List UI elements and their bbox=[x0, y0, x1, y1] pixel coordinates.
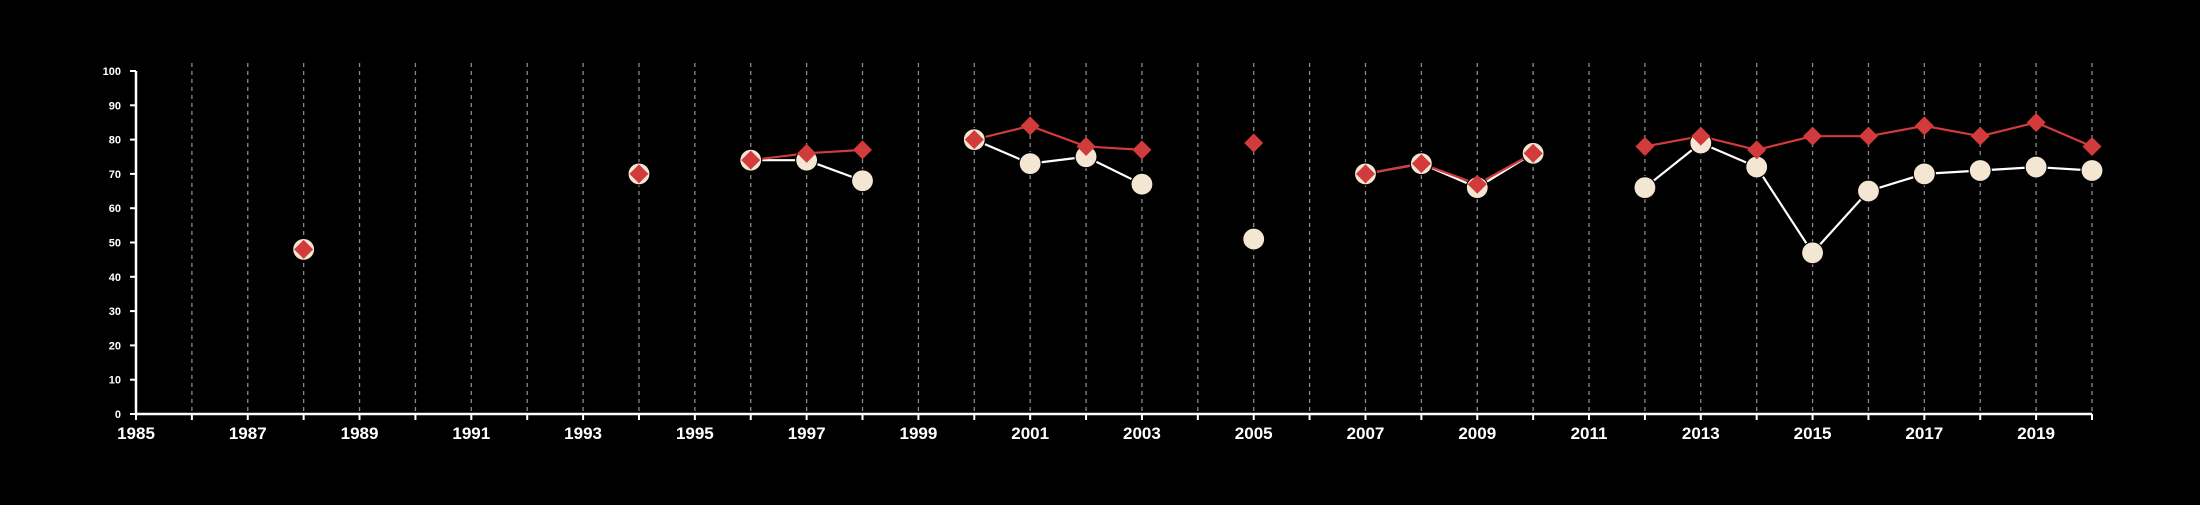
x-tick-label: 2017 bbox=[1905, 424, 1943, 443]
series-2-segment bbox=[1085, 145, 1143, 151]
axes: 1985 1987 1989 1991 1993 1995 1997 1999 2001 2003… bbox=[103, 66, 2093, 443]
series-1-point-2015 bbox=[1800, 241, 1825, 265]
series-1-segment bbox=[1644, 142, 1702, 189]
series-2-point-1997 bbox=[797, 143, 817, 163]
y-tick-label: 100 bbox=[103, 66, 121, 78]
x-tick-label: 1997 bbox=[788, 424, 826, 443]
series-2-point-1994 bbox=[629, 164, 649, 184]
series-1-point-2001 bbox=[1018, 152, 1042, 176]
x-tick-label: 2013 bbox=[1682, 424, 1720, 443]
series-1-point-2005 bbox=[1242, 227, 1266, 251]
series-1-segment bbox=[1811, 190, 1870, 254]
series-1-point-2003 bbox=[1130, 172, 1154, 196]
series-1-point-2012 bbox=[1633, 176, 1657, 200]
series-2-point-2012 bbox=[1635, 136, 1655, 156]
series-2-segment bbox=[1868, 124, 1925, 138]
series-1-point-2018 bbox=[1968, 158, 1992, 183]
x-tick-label: 2007 bbox=[1347, 424, 1385, 443]
series-2-point-2017 bbox=[1914, 116, 1934, 136]
series-2-point-2001 bbox=[1020, 116, 1040, 136]
series-2-point-1998 bbox=[853, 140, 873, 160]
y-tick-label: 0 bbox=[115, 409, 121, 421]
series-2-segment bbox=[2035, 121, 2093, 148]
x-tick-label: 2003 bbox=[1123, 424, 1161, 443]
x-tick-label: 2019 bbox=[2017, 424, 2055, 443]
series-2-point-2008 bbox=[1411, 154, 1431, 174]
series-markers bbox=[292, 112, 2104, 265]
series-2-segment bbox=[806, 148, 863, 155]
series-2-point-2020 bbox=[2082, 136, 2102, 156]
y-tick-label: 10 bbox=[109, 375, 121, 387]
series-2-point-2002 bbox=[1076, 136, 1096, 156]
series-2-point-2013 bbox=[1691, 126, 1711, 146]
series-1-point-1998 bbox=[850, 169, 875, 193]
x-tick-label: 2009 bbox=[1458, 424, 1496, 443]
series-2-point-2005 bbox=[1244, 133, 1264, 153]
series-2-point-2000 bbox=[964, 130, 984, 150]
series-1-segment bbox=[1755, 166, 1814, 254]
series-1-point-2020 bbox=[2080, 158, 2104, 183]
series-1-point-2016 bbox=[1856, 179, 1881, 203]
series-2-point-2016 bbox=[1858, 126, 1878, 146]
series-2-segment bbox=[1924, 124, 1981, 138]
y-tick-label: 20 bbox=[109, 340, 121, 352]
series-2-segment bbox=[1756, 135, 1813, 151]
y-tick-label: 70 bbox=[109, 169, 121, 181]
x-tick-label: 1989 bbox=[341, 424, 379, 443]
series-2-point-2019 bbox=[2026, 112, 2046, 132]
series-2-point-2009 bbox=[1467, 174, 1487, 194]
y-tick-label: 40 bbox=[109, 272, 121, 284]
x-tick-label: 2011 bbox=[1571, 424, 1608, 443]
x-tick-label: 2001 bbox=[1011, 424, 1049, 443]
y-tick-label: 60 bbox=[109, 203, 121, 215]
series-2-point-2018 bbox=[1970, 126, 1990, 146]
series-2-point-2015 bbox=[1803, 126, 1823, 146]
x-tick-label: 1995 bbox=[676, 424, 714, 443]
series-2-point-1988 bbox=[294, 239, 314, 259]
x-tick-label: 1999 bbox=[899, 424, 937, 443]
series-2-point-2003 bbox=[1132, 140, 1152, 160]
y-tick-label: 90 bbox=[109, 100, 121, 112]
grid-lines bbox=[191, 63, 2093, 414]
x-tick-label: 1993 bbox=[564, 424, 602, 443]
x-tick-label: 1985 bbox=[117, 424, 155, 443]
x-tick-label: 1987 bbox=[229, 424, 267, 443]
y-tick-label: 50 bbox=[109, 238, 121, 250]
x-tick-label: 1991 bbox=[452, 424, 490, 443]
y-tick-label: 30 bbox=[109, 306, 121, 318]
x-tick-label: 2005 bbox=[1235, 424, 1273, 443]
y-tick-label: 80 bbox=[109, 135, 121, 147]
series-2-point-2007 bbox=[1355, 164, 1375, 184]
series-2-point-2014 bbox=[1747, 140, 1767, 160]
series-1-point-2019 bbox=[2024, 155, 2048, 179]
x-tick-label: 2015 bbox=[1794, 424, 1832, 443]
series-2-segment bbox=[1029, 124, 1087, 148]
series-2-point-1996 bbox=[741, 150, 761, 170]
series-2-point-2010 bbox=[1523, 143, 1543, 163]
series-2-segment bbox=[1979, 121, 2037, 138]
series-1-point-2017 bbox=[1912, 162, 1936, 186]
